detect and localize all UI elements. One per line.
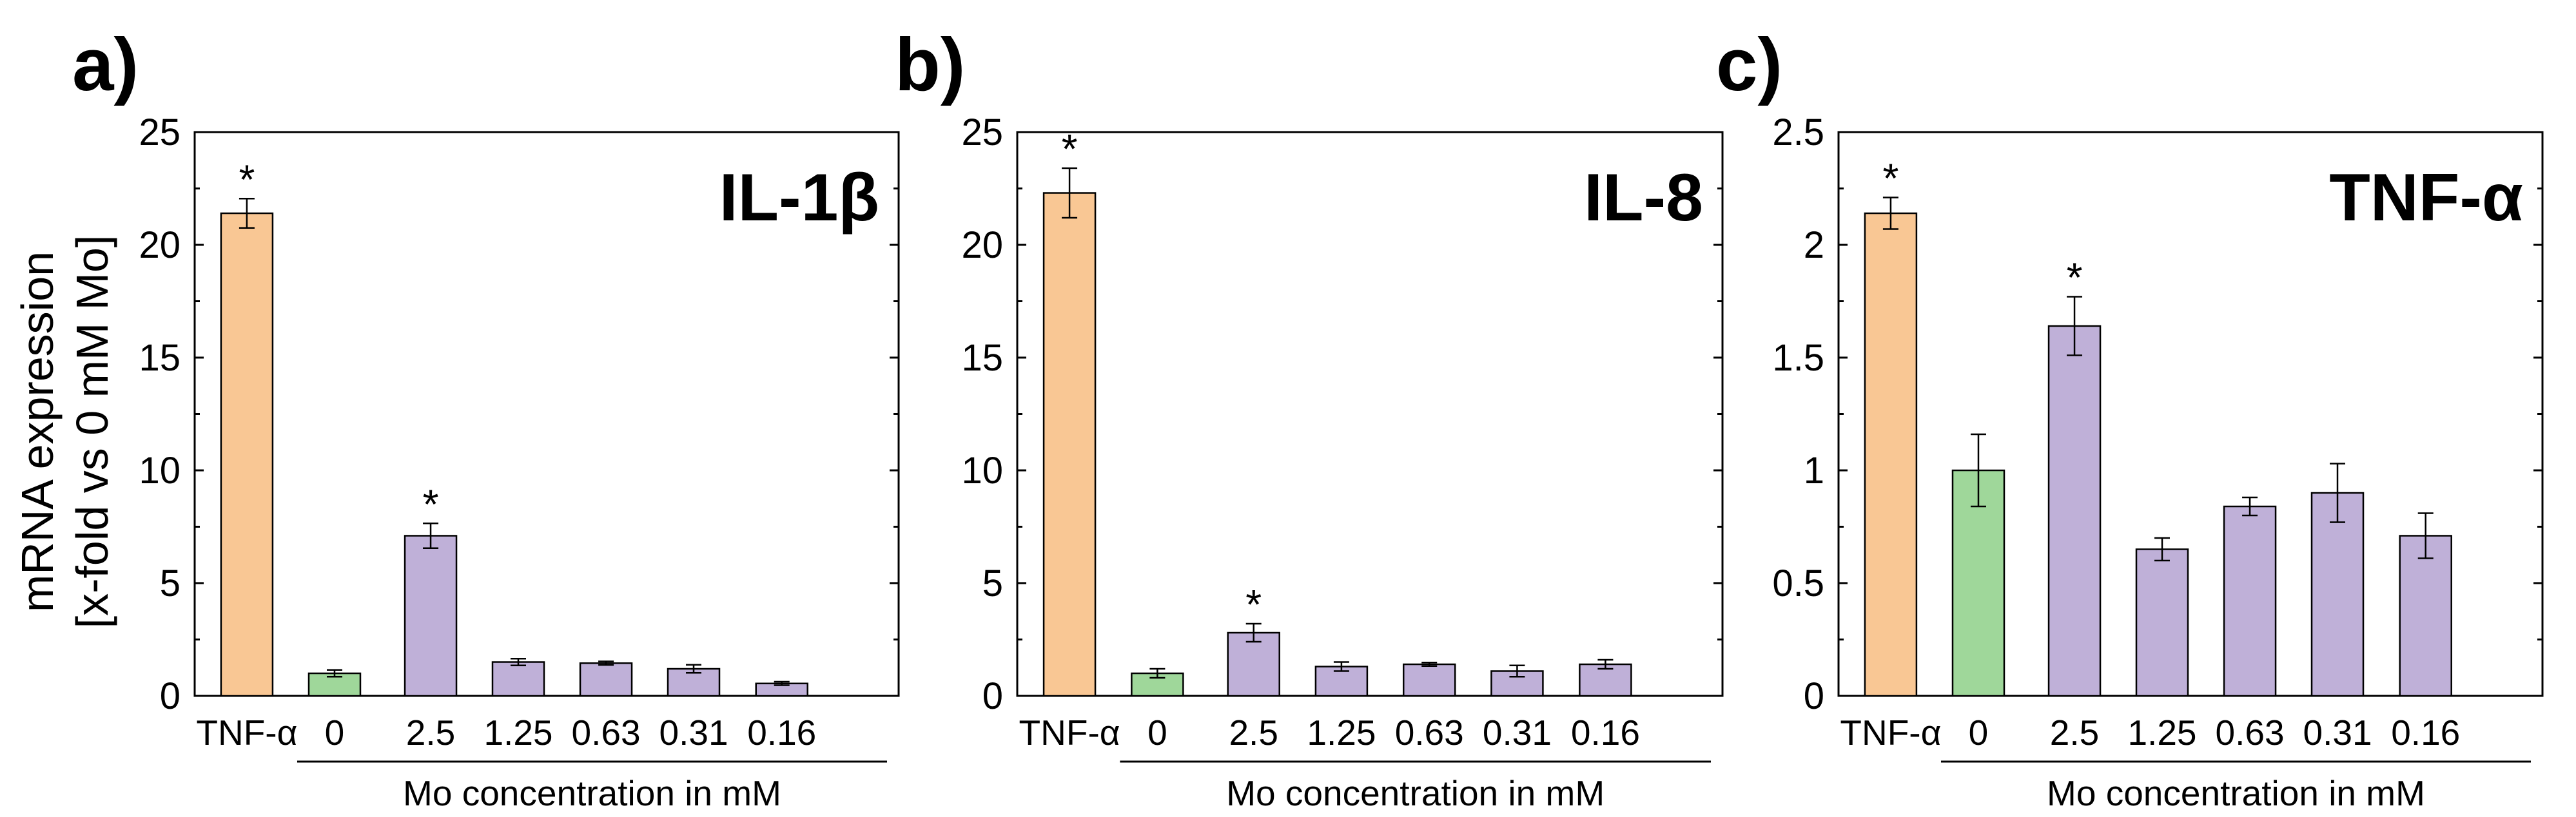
error-bar-7 xyxy=(1597,658,1614,670)
y-tick-label: 1.5 xyxy=(1772,337,1824,379)
significance-marker: * xyxy=(1882,155,1898,202)
x-tick-label: 0.31 xyxy=(2303,713,2372,753)
x-tick-label: 2.5 xyxy=(1229,713,1278,753)
x-tick-label: 0.16 xyxy=(1571,713,1640,753)
y-tick-label: 2.5 xyxy=(1772,111,1824,153)
y-axis-title-line2: [x-fold vs 0 mM Mo] xyxy=(67,235,117,629)
y-tick-label: 0 xyxy=(982,675,1003,717)
chart-panel-2: b) IL-8 0 5 10 15 20 25 * TNF-α 0 * 2.5 1.25 0.63 0.31 0… xyxy=(895,23,1724,813)
x-tick-label: 1.25 xyxy=(2127,713,2196,753)
error-bar-4 xyxy=(510,658,526,666)
bar-3 xyxy=(404,535,458,697)
x-tick-label: TNF-α xyxy=(196,713,297,753)
error-bar-5 xyxy=(1421,661,1438,668)
y-axis-title-line1: mRNA expression xyxy=(12,251,63,612)
x-tick-label: 1.25 xyxy=(1307,713,1376,753)
y-tick-label: 0 xyxy=(1804,675,1824,717)
y-tick-label: 0.5 xyxy=(1772,562,1824,604)
bar-4 xyxy=(2135,548,2189,697)
x-tick-label: 0.63 xyxy=(2216,713,2285,753)
x-tick-label: 0.31 xyxy=(659,713,728,753)
x-tick-label: 0.16 xyxy=(2391,713,2460,753)
error-bar-2 xyxy=(1149,668,1166,679)
bar-1 xyxy=(1042,192,1097,697)
bar-4 xyxy=(491,661,545,697)
significance-marker: * xyxy=(2067,255,2083,301)
error-bar-2 xyxy=(326,669,342,678)
y-axis-title: mRNA expression [x-fold vs 0 mM Mo] xyxy=(12,235,117,629)
y-tick-label: 15 xyxy=(961,337,1003,379)
error-bar-3 xyxy=(423,523,439,549)
x-tick-label: 2.5 xyxy=(406,713,455,753)
chart-title: IL-1β xyxy=(719,160,879,235)
y-tick-label: 25 xyxy=(139,111,181,153)
error-bar-6 xyxy=(2330,463,2346,523)
chart-panel-1: a) IL-1β 0 5 10 15 20 25 * TNF-α 0 * 2.5 1.25 0.63 0.31… xyxy=(72,23,900,813)
bar-3 xyxy=(2047,325,2102,697)
error-bar-6 xyxy=(686,664,702,674)
bar-1 xyxy=(220,212,274,697)
error-bar-7 xyxy=(2417,512,2434,559)
significance-marker: * xyxy=(1245,581,1262,628)
x-tick-label: TNF-α xyxy=(1840,713,1941,753)
significance-marker: * xyxy=(239,156,255,202)
x-tick-label: 0.31 xyxy=(1483,713,1552,753)
x-tick-label: 0 xyxy=(1147,713,1167,753)
y-tick-label: 0 xyxy=(160,675,181,717)
chart-panel-3: c) TNF-α 0 0.5 1 1.5 2 2.5 * TNF-α 0 * 2.5 1.25 0.63 0.… xyxy=(1716,23,2544,813)
y-tick-label: 5 xyxy=(160,562,181,604)
error-bar-1 xyxy=(1062,167,1078,219)
significance-marker: * xyxy=(1062,126,1078,172)
error-bar-3 xyxy=(2067,296,2083,356)
bar-5 xyxy=(2223,505,2277,697)
y-tick-label: 5 xyxy=(982,562,1003,604)
error-bar-5 xyxy=(2242,496,2258,517)
y-tick-label: 20 xyxy=(139,224,181,266)
x-tick-label: TNF-α xyxy=(1019,713,1120,753)
error-bar-4 xyxy=(1333,661,1349,672)
error-bar-1 xyxy=(239,198,255,229)
bar-5 xyxy=(579,662,633,697)
chart-title: TNF-α xyxy=(2329,160,2523,235)
bar-2 xyxy=(1951,469,2005,697)
x-tick-label: 0 xyxy=(325,713,345,753)
bar-1 xyxy=(1864,212,1918,697)
y-tick-label: 10 xyxy=(139,450,181,492)
x-tick-label: 2.5 xyxy=(2050,713,2099,753)
error-bar-7 xyxy=(774,680,790,686)
error-bar-1 xyxy=(1882,197,1898,230)
error-bar-4 xyxy=(2154,537,2170,562)
x-axis-title: Mo concentration in mM xyxy=(403,773,781,813)
y-tick-label: 1 xyxy=(1804,450,1824,492)
bar-6 xyxy=(2310,492,2365,697)
x-tick-label: 0 xyxy=(1969,713,1989,753)
bar-3 xyxy=(1227,631,1280,697)
x-tick-label: 1.25 xyxy=(483,713,552,753)
error-bar-5 xyxy=(598,660,614,666)
y-tick-label: 2 xyxy=(1804,224,1824,266)
x-tick-label: 0.63 xyxy=(572,713,641,753)
x-tick-label: 0.16 xyxy=(747,713,816,753)
panel-label: c) xyxy=(1716,23,1782,106)
bar-7 xyxy=(2399,535,2452,697)
bar-5 xyxy=(1402,663,1456,697)
x-axis-title: Mo concentration in mM xyxy=(2047,773,2425,813)
error-bar-6 xyxy=(1509,664,1525,678)
error-bar-3 xyxy=(1245,622,1262,643)
y-tick-label: 10 xyxy=(961,450,1003,492)
error-bar-2 xyxy=(1970,433,1986,508)
panel-label: a) xyxy=(72,23,139,106)
y-tick-label: 25 xyxy=(961,111,1003,153)
significance-marker: * xyxy=(423,481,439,527)
y-tick-label: 15 xyxy=(139,337,181,379)
x-axis-title: Mo concentration in mM xyxy=(1226,773,1605,813)
panel-label: b) xyxy=(895,23,966,106)
chart-title: IL-8 xyxy=(1584,160,1703,235)
x-tick-label: 0.63 xyxy=(1395,713,1464,753)
y-tick-label: 20 xyxy=(961,224,1003,266)
